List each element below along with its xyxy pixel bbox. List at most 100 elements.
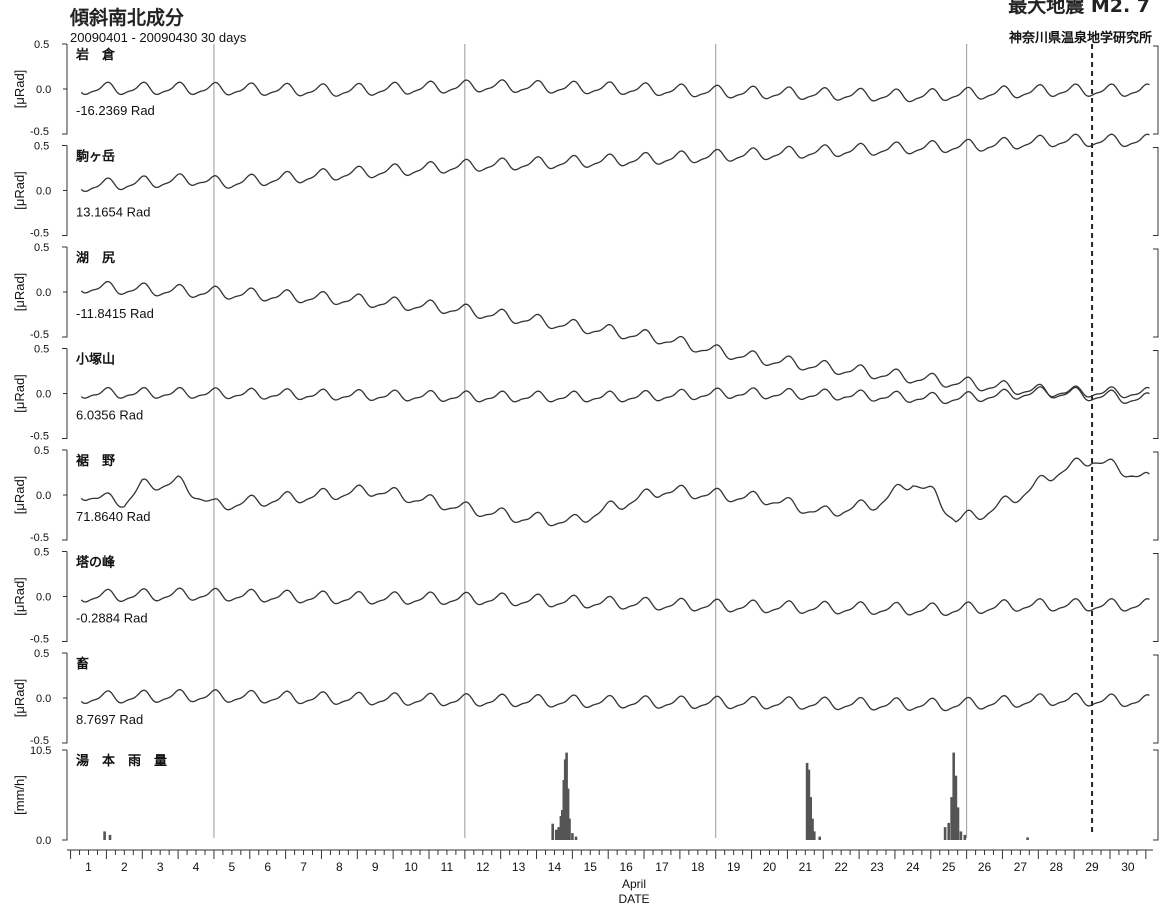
y-axis-unit-label: [μRad] [12, 577, 27, 616]
ytick-zero-label: 0.0 [36, 592, 51, 604]
x-tick-label: 11 [441, 860, 454, 874]
rain-ytick-max-label: 10.5 [30, 745, 51, 757]
ytick-max-label: 0.5 [34, 344, 49, 356]
chart-period: 20090401 - 20090430 30 days [70, 30, 247, 45]
station-name-label: 岩 倉 [75, 47, 116, 63]
rain-bar [813, 831, 816, 840]
station-name-label: 塔の峰 [76, 555, 116, 571]
institute-label: 神奈川県温泉地学研究所 [1009, 30, 1152, 46]
ytick-min-label: -0.5 [30, 735, 49, 747]
x-tick-label: 8 [336, 860, 343, 874]
station-name-label: 裾 野 [76, 453, 115, 469]
y-axis-unit-label: [μRad] [12, 171, 27, 210]
rain-bar [943, 827, 947, 840]
rain-bar [562, 780, 566, 840]
y-axis-unit-label: [μRad] [12, 273, 27, 312]
ytick-min-label: -0.5 [30, 431, 49, 443]
x-tick-label: 30 [1121, 860, 1135, 874]
panel-left-axis [62, 43, 68, 135]
y-axis-unit-label: [μRad] [12, 476, 27, 515]
panel-right-axis [1153, 45, 1159, 135]
x-tick-label: 23 [870, 860, 884, 874]
ytick-min-label: -0.5 [30, 329, 49, 341]
chart-title: 傾斜南北成分 [69, 6, 184, 29]
x-tick-label: 5 [229, 860, 236, 874]
rain-bar [563, 759, 567, 840]
y-axis-unit-label: [μRad] [12, 374, 27, 413]
rain-bar [809, 797, 812, 840]
x-tick-label: 3 [157, 860, 164, 874]
station-offset-label: 6.0356 Rad [76, 408, 143, 423]
panel-left-axis [62, 551, 68, 642]
station-offset-label: -11.8415 Rad [76, 306, 154, 321]
rain-bar [108, 834, 112, 840]
panel-right-axis [1153, 147, 1159, 236]
tilt-trace-line [80, 688, 1150, 712]
ytick-max-label: 0.5 [34, 648, 49, 660]
ytick-zero-label: 0.0 [36, 287, 51, 299]
x-tick-label: 27 [1014, 860, 1028, 874]
x-tick-label: 21 [799, 860, 813, 874]
panel-left-axis [62, 246, 68, 338]
x-tick-label: 25 [942, 860, 956, 874]
station-offset-label: -16.2369 Rad [76, 103, 155, 118]
tilt-trace-line [80, 79, 1150, 103]
rain-bar [557, 827, 560, 840]
x-tick-label: 14 [548, 860, 562, 874]
tilt-trace-line [80, 385, 1150, 405]
rain-bar [565, 752, 568, 840]
x-tick-label: 4 [193, 860, 200, 874]
tilt-trace-line [80, 280, 1150, 404]
x-tick-label: 19 [727, 860, 741, 874]
panel-right-axis [1153, 451, 1159, 541]
rain-bar [954, 775, 958, 840]
x-tick-label: 13 [512, 860, 526, 874]
station-offset-label: -0.2884 Rad [76, 611, 148, 626]
panel-right-axis [1153, 654, 1159, 744]
x-tick-label: 9 [372, 860, 379, 874]
station-offset-label: 13.1654 Rad [76, 205, 150, 220]
rain-station-label: 湯 本 雨 量 [76, 753, 167, 769]
rain-bar [952, 752, 955, 840]
ytick-zero-label: 0.0 [36, 186, 51, 198]
rain-right-axis [1153, 749, 1159, 841]
ytick-max-label: 0.5 [34, 141, 49, 153]
ytick-max-label: 0.5 [34, 39, 49, 51]
rain-bar [807, 769, 811, 840]
panel-right-axis [1153, 350, 1159, 439]
plot-area: 0.5 0.0 -0.5 [μRad] 岩 倉 -16.2369 Rad 0.5 0.0 -0.… [12, 39, 1159, 906]
rain-bar [956, 807, 960, 840]
rain-left-axis [62, 749, 68, 841]
panel-left-axis [62, 348, 68, 439]
tilt-trace-line [80, 457, 1150, 527]
tilt-trace-line [80, 133, 1150, 193]
x-tick-label: 6 [264, 860, 271, 874]
rain-bar [805, 762, 809, 840]
rain-ytick-zero-label: 0.0 [36, 835, 51, 847]
station-offset-label: 8.7697 Rad [76, 712, 143, 727]
max-quake-label: 最大地震 M2. 7 [1008, 0, 1150, 17]
rain-bar [950, 797, 953, 840]
x-tick-label: 10 [404, 860, 418, 874]
x-tick-label: 22 [834, 860, 848, 874]
rain-bar [811, 818, 814, 840]
rain-bar [559, 816, 563, 840]
ytick-max-label: 0.5 [34, 547, 49, 559]
x-tick-label: 26 [978, 860, 992, 874]
station-name-label: 畜 [76, 656, 89, 672]
x-tick-label: 15 [584, 860, 598, 874]
panel-right-axis [1153, 248, 1159, 338]
y-axis-unit-label: [μRad] [12, 679, 27, 718]
x-tick-label: 7 [300, 860, 307, 874]
x-axis-title: DATE [618, 892, 649, 906]
x-tick-label: 1 [85, 860, 92, 874]
panel-left-axis [62, 449, 68, 541]
ytick-max-label: 0.5 [34, 445, 49, 457]
ytick-zero-label: 0.0 [36, 389, 51, 401]
rain-bar [554, 829, 558, 840]
ytick-zero-label: 0.0 [36, 693, 51, 705]
x-tick-label: 16 [619, 860, 633, 874]
x-tick-label: 17 [655, 860, 669, 874]
rain-bar [574, 836, 578, 840]
